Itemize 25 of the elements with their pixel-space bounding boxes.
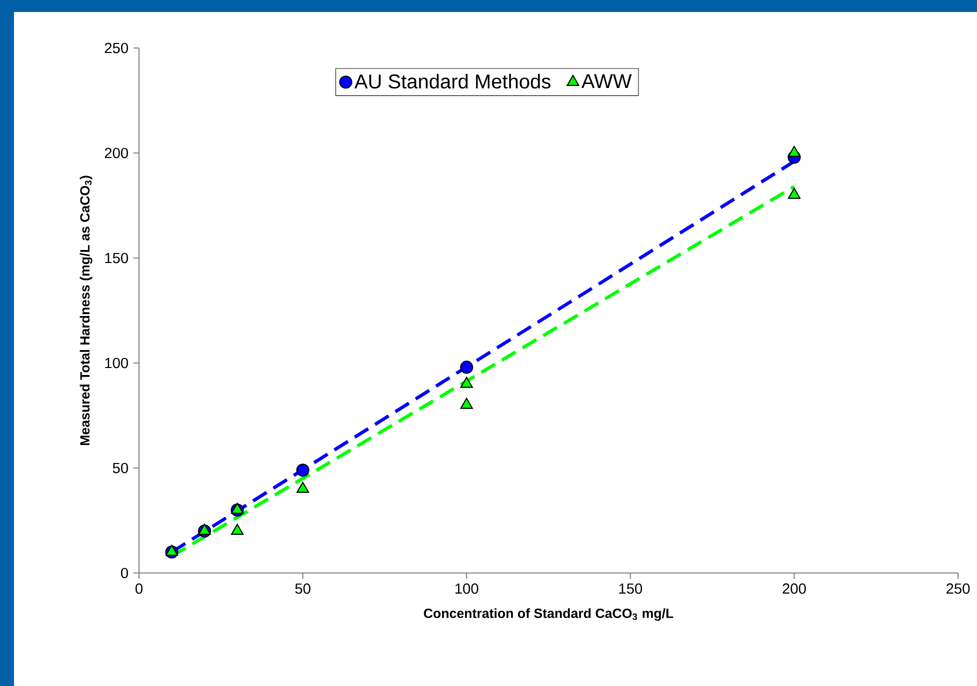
y-tick-label: 150 <box>105 252 128 264</box>
y-tick-label: 250 <box>104 42 128 54</box>
point <box>230 502 244 514</box>
x-tick-label: 50 <box>295 583 310 594</box>
legend-label: AWW <box>581 74 632 88</box>
point <box>230 524 244 535</box>
x-tick-label: 150 <box>619 583 642 594</box>
point <box>296 482 310 493</box>
x-tick-label: 100 <box>455 583 478 594</box>
x-axis-title: Concentration of Standard CaCO$_{3}$ mg/L <box>424 608 674 621</box>
point <box>165 544 178 556</box>
legend-label: AU Standard Methods <box>354 74 550 89</box>
x-tick-label: 0 <box>135 583 142 594</box>
y-tick-label: 100 <box>105 358 128 368</box>
point <box>788 188 801 199</box>
y-tick-label: 0 <box>121 568 128 578</box>
point <box>460 398 473 409</box>
point <box>460 376 473 388</box>
y-tick-label: 50 <box>112 462 128 474</box>
point <box>198 524 211 535</box>
x-tick-label: 200 <box>782 583 806 594</box>
y-axis-title: Measured Total Hardness (mg/L as CaCO$_{3}$) <box>80 176 92 446</box>
y-tick-label: 200 <box>104 148 128 158</box>
x-tick-label: 250 <box>946 583 970 594</box>
point <box>788 146 801 157</box>
